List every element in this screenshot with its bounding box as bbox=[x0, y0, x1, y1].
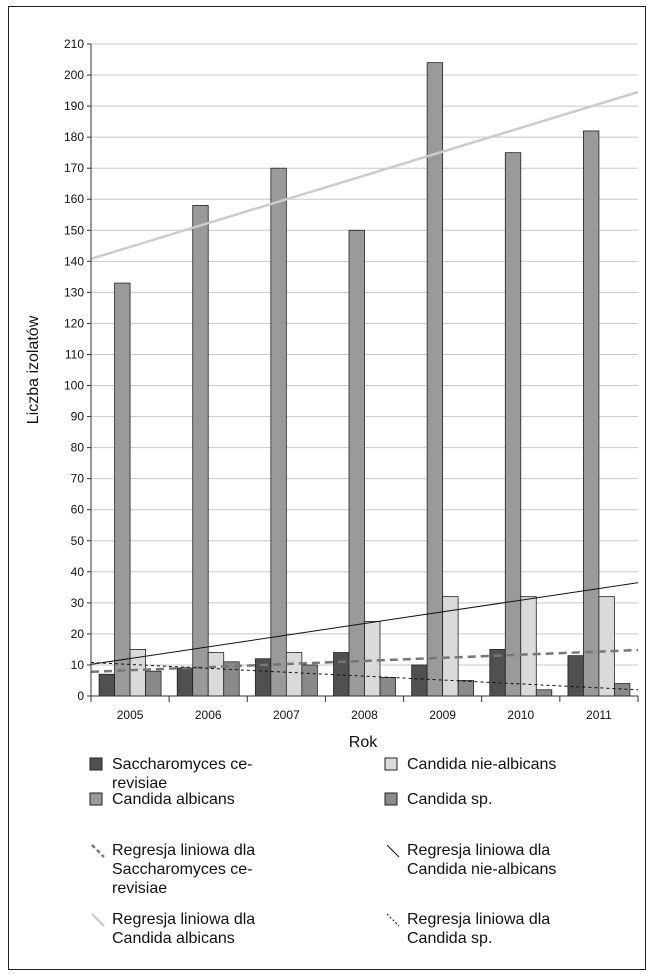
legend-swatch bbox=[89, 792, 103, 806]
y-tick-label: 0 bbox=[77, 689, 84, 703]
bar bbox=[457, 680, 475, 697]
legend-swatch bbox=[384, 757, 398, 771]
bar bbox=[348, 229, 365, 697]
y-tick-label: 60 bbox=[71, 503, 85, 517]
legend-label: Saccharomyces ce- bbox=[112, 861, 253, 878]
bar bbox=[270, 167, 287, 697]
y-tick-label: 20 bbox=[71, 627, 85, 641]
y-tick-label: 150 bbox=[64, 223, 84, 237]
y-tick-label: 170 bbox=[64, 161, 84, 175]
y-tick-label: 140 bbox=[64, 254, 84, 268]
y-tick-label: 40 bbox=[71, 565, 85, 579]
trendline bbox=[90, 90, 639, 261]
legend-label: Saccharomyces ce- bbox=[112, 756, 253, 773]
bar bbox=[207, 652, 225, 697]
x-tick-label: 2008 bbox=[351, 708, 378, 722]
bar bbox=[192, 205, 209, 697]
bar bbox=[520, 596, 537, 697]
y-tick-label: 160 bbox=[64, 192, 84, 206]
bar bbox=[411, 664, 428, 697]
x-tick-label: 2011 bbox=[586, 708, 612, 722]
y-tick-label: 130 bbox=[64, 285, 84, 299]
x-tick-label: 2009 bbox=[429, 708, 456, 722]
bar bbox=[614, 683, 631, 697]
bar bbox=[285, 652, 303, 697]
y-tick-label: 80 bbox=[71, 441, 85, 455]
legend-label: Candida nie-albicans bbox=[407, 756, 556, 773]
bar bbox=[504, 152, 522, 697]
y-tick-label: 190 bbox=[64, 99, 84, 113]
bar bbox=[379, 676, 396, 697]
bar bbox=[98, 673, 115, 697]
legend-label: revisiae bbox=[112, 880, 167, 897]
legend-line-sample bbox=[91, 844, 105, 858]
y-tick-label: 200 bbox=[64, 68, 84, 82]
bar bbox=[535, 689, 553, 697]
x-tick-label: 2010 bbox=[507, 708, 534, 722]
legend-label: revisiae bbox=[112, 775, 167, 792]
bar bbox=[114, 282, 131, 697]
x-axis-title: Rok bbox=[349, 734, 378, 751]
legend-label: Candida sp. bbox=[407, 791, 492, 808]
legend-label: Regresja liniowa dla bbox=[407, 911, 550, 928]
y-axis-title: Liczba izolatów bbox=[25, 315, 42, 424]
y-tick-label: 210 bbox=[64, 37, 84, 51]
axes: 0 10 20 30 40 50 60 70 80 90 100 110 120 130 140 150 160… bbox=[64, 37, 639, 722]
trendlines bbox=[90, 90, 639, 691]
trendline bbox=[90, 582, 639, 665]
legend-label: Regresja liniowa dla bbox=[112, 842, 255, 859]
legend-label: Candida albicans bbox=[112, 791, 235, 808]
bar bbox=[364, 621, 381, 697]
y-tick-label: 120 bbox=[64, 316, 84, 330]
trendline bbox=[90, 661, 639, 691]
y-tick-label: 110 bbox=[65, 347, 84, 361]
y-tick-label: 70 bbox=[71, 472, 85, 486]
x-tick-label: 2005 bbox=[117, 708, 144, 722]
legend-swatch bbox=[384, 792, 398, 806]
x-tick-label: 2006 bbox=[195, 708, 222, 722]
y-tick-label: 100 bbox=[64, 379, 84, 393]
legend-label: Candida sp. bbox=[407, 930, 492, 947]
bar bbox=[333, 652, 350, 697]
bar bbox=[567, 655, 584, 697]
y-tick-label: 90 bbox=[71, 410, 85, 424]
legend-label: Regresja liniowa dla bbox=[407, 842, 550, 859]
bar bbox=[301, 664, 318, 697]
legend-label: Candida nie-albicans bbox=[407, 861, 556, 878]
bar bbox=[176, 667, 194, 697]
bar bbox=[598, 596, 615, 697]
legend-line-sample bbox=[386, 844, 400, 858]
y-tick-label: 30 bbox=[71, 596, 85, 610]
y-tick-label: 10 bbox=[71, 658, 85, 672]
bar bbox=[583, 130, 600, 697]
y-tick-label: 50 bbox=[71, 534, 85, 548]
legend-line-sample bbox=[91, 913, 105, 927]
bar bbox=[426, 62, 444, 697]
legend-line-sample bbox=[386, 913, 400, 927]
x-tick-label: 2007 bbox=[273, 708, 300, 722]
bars bbox=[98, 62, 631, 697]
legend: Saccharomyces ce-revisiae Candida nie-alb… bbox=[89, 756, 556, 947]
bar bbox=[145, 670, 162, 697]
legend-label: Candida albicans bbox=[112, 930, 235, 947]
y-tick-label: 180 bbox=[64, 130, 84, 144]
legend-swatch bbox=[89, 757, 103, 771]
legend-label: Regresja liniowa dla bbox=[112, 911, 255, 928]
trendline bbox=[90, 648, 639, 674]
